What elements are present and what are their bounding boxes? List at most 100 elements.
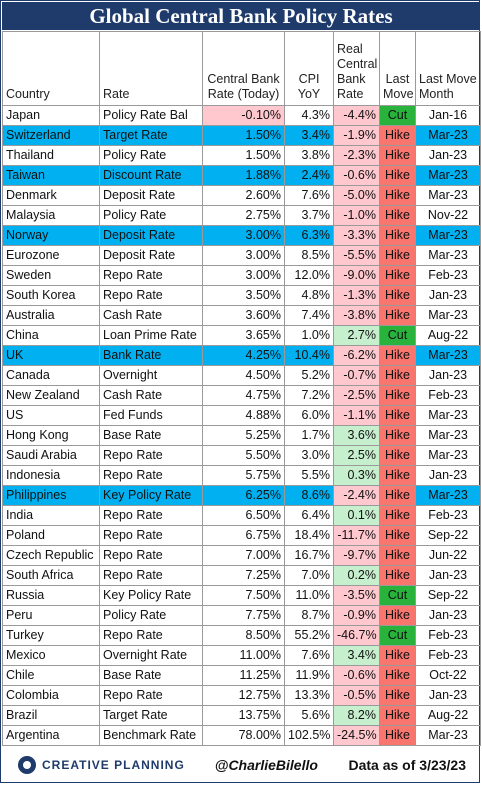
cpi-cell: 5.6% — [284, 705, 334, 726]
last-move-cell: Hike — [379, 445, 416, 466]
country-cell: Turkey — [2, 625, 100, 646]
last-move-month-cell: Feb-23 — [415, 645, 481, 666]
rate-name-cell: Key Policy Rate — [99, 485, 203, 506]
last-move-cell: Hike — [379, 225, 416, 246]
rate-name-cell: Key Policy Rate — [99, 585, 203, 606]
table-row: Saudi Arabia Repo Rate 5.50% 3.0% 2.5% Hike Ma… — [2, 445, 481, 466]
table-row: China Loan Prime Rate 3.65% 1.0% 2.7% Cut Aug-… — [2, 325, 481, 346]
cpi-cell: 7.6% — [284, 185, 334, 206]
cb-rate-cell: 1.50% — [202, 145, 285, 166]
cpi-cell: 8.5% — [284, 245, 334, 266]
table-row: Thailand Policy Rate 1.50% 3.8% -2.3% Hike Jan… — [2, 145, 481, 166]
real-rate-cell: -5.0% — [333, 185, 380, 206]
table-row: Poland Repo Rate 6.75% 18.4% -11.7% Hike Sep-2… — [2, 525, 481, 546]
cpi-cell: 6.4% — [284, 505, 334, 526]
real-rate-cell: -9.0% — [333, 265, 380, 286]
last-move-month-cell: Jan-16 — [415, 105, 481, 126]
rate-name-cell: Deposit Rate — [99, 245, 203, 266]
cpi-cell: 7.2% — [284, 385, 334, 406]
last-move-cell: Hike — [379, 685, 416, 706]
real-rate-cell: -2.4% — [333, 485, 380, 506]
cb-rate-cell: 1.88% — [202, 165, 285, 186]
cb-rate-cell: 2.60% — [202, 185, 285, 206]
last-move-month-cell: Mar-23 — [415, 425, 481, 446]
last-move-month-cell: Mar-23 — [415, 485, 481, 506]
rate-name-cell: Policy Rate — [99, 605, 203, 626]
header-country: Country — [2, 31, 100, 106]
last-move-cell: Cut — [379, 625, 416, 646]
country-cell: South Korea — [2, 285, 100, 306]
last-move-month-cell: Nov-22 — [415, 205, 481, 226]
cb-rate-cell: 5.50% — [202, 445, 285, 466]
last-move-cell: Cut — [379, 105, 416, 126]
table-row: Philippines Key Policy Rate 6.25% 8.6% -2.4%… — [2, 485, 481, 506]
cpi-cell: 12.0% — [284, 265, 334, 286]
creative-planning-logo-icon — [18, 756, 36, 774]
country-cell: Switzerland — [2, 125, 100, 146]
rate-name-cell: Policy Rate — [99, 145, 203, 166]
last-move-cell: Hike — [379, 425, 416, 446]
real-rate-cell: -0.6% — [333, 665, 380, 686]
rate-name-cell: Overnight — [99, 365, 203, 386]
last-move-month-cell: Jan-23 — [415, 605, 481, 626]
last-move-month-cell: Jan-23 — [415, 565, 481, 586]
cpi-cell: 7.0% — [284, 565, 334, 586]
rate-name-cell: Policy Rate Bal — [99, 105, 203, 126]
rate-name-cell: Target Rate — [99, 705, 203, 726]
rate-name-cell: Repo Rate — [99, 465, 203, 486]
last-move-cell: Hike — [379, 205, 416, 226]
real-rate-cell: -3.3% — [333, 225, 380, 246]
cpi-cell: 3.0% — [284, 445, 334, 466]
cpi-cell: 13.3% — [284, 685, 334, 706]
cpi-cell: 8.7% — [284, 605, 334, 626]
real-rate-cell: 2.5% — [333, 445, 380, 466]
data-as-of: Data as of 3/23/23 — [348, 757, 466, 773]
last-move-cell: Hike — [379, 665, 416, 686]
rate-name-cell: Repo Rate — [99, 545, 203, 566]
country-cell: New Zealand — [2, 385, 100, 406]
cpi-cell: 3.4% — [284, 125, 334, 146]
cpi-cell: 3.7% — [284, 205, 334, 226]
last-move-month-cell: Oct-22 — [415, 665, 481, 686]
last-move-cell: Hike — [379, 565, 416, 586]
cpi-cell: 5.5% — [284, 465, 334, 486]
rate-name-cell: Base Rate — [99, 665, 203, 686]
rate-name-cell: Repo Rate — [99, 625, 203, 646]
last-move-cell: Hike — [379, 645, 416, 666]
table-row: South Africa Repo Rate 7.25% 7.0% 0.2% Hike Ja… — [2, 565, 481, 586]
rate-name-cell: Bank Rate — [99, 345, 203, 366]
country-cell: Sweden — [2, 265, 100, 286]
last-move-cell: Hike — [379, 405, 416, 426]
last-move-cell: Hike — [379, 605, 416, 626]
last-move-cell: Hike — [379, 305, 416, 326]
rate-name-cell: Deposit Rate — [99, 225, 203, 246]
header-rate: Rate — [99, 31, 203, 106]
country-cell: UK — [2, 345, 100, 366]
last-move-cell: Hike — [379, 125, 416, 146]
last-move-cell: Hike — [379, 385, 416, 406]
table-row: Hong Kong Base Rate 5.25% 1.7% 3.6% Hike Mar-2… — [2, 425, 481, 446]
last-move-month-cell: Aug-22 — [415, 325, 481, 346]
last-move-month-cell: Jan-23 — [415, 285, 481, 306]
header-row: Country Rate Central Bank Rate (Today) C… — [2, 31, 481, 106]
table-row: Denmark Deposit Rate 2.60% 7.6% -5.0% Hike Mar… — [2, 185, 481, 206]
last-move-month-cell: Jan-23 — [415, 465, 481, 486]
last-move-month-cell: Mar-23 — [415, 165, 481, 186]
cpi-cell: 8.6% — [284, 485, 334, 506]
real-rate-cell: -0.9% — [333, 605, 380, 626]
rate-name-cell: Repo Rate — [99, 685, 203, 706]
last-move-cell: Hike — [379, 525, 416, 546]
last-move-cell: Hike — [379, 485, 416, 506]
rate-name-cell: Policy Rate — [99, 205, 203, 226]
rate-name-cell: Repo Rate — [99, 445, 203, 466]
real-rate-cell: -46.7% — [333, 625, 380, 646]
rate-name-cell: Repo Rate — [99, 285, 203, 306]
cb-rate-cell: 3.00% — [202, 265, 285, 286]
real-rate-cell: 0.2% — [333, 565, 380, 586]
last-move-month-cell: Mar-23 — [415, 185, 481, 206]
last-move-month-cell: Mar-23 — [415, 725, 481, 746]
cpi-cell: 6.3% — [284, 225, 334, 246]
table-row: Japan Policy Rate Bal -0.10% 4.3% -4.4% Cut Ja… — [2, 105, 481, 126]
table-row: Argentina Benchmark Rate 78.00% 102.5% -24.5… — [2, 725, 481, 746]
